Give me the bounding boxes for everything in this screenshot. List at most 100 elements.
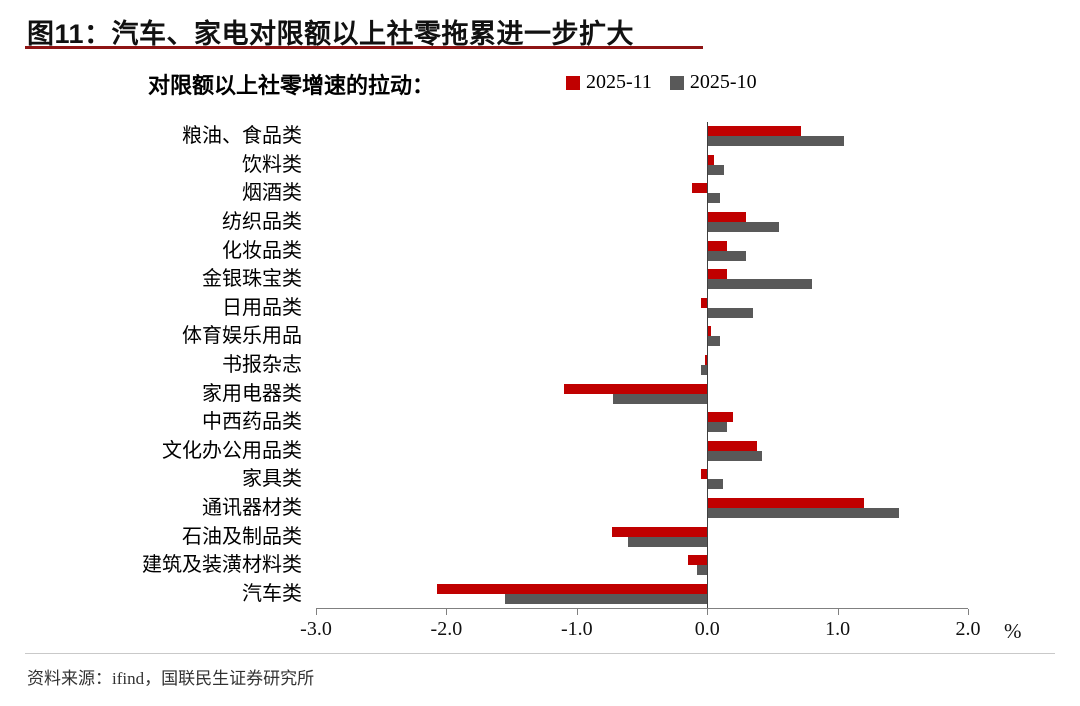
category-label: 通讯器材类 xyxy=(202,497,302,520)
x-tick-label: 0.0 xyxy=(694,618,720,640)
bar-group xyxy=(316,208,968,237)
bar-group xyxy=(316,122,968,151)
chart-row: 体育娱乐用品 xyxy=(0,322,1080,351)
bar-2025-10 xyxy=(707,279,812,290)
category-label: 建筑及装潢材料类 xyxy=(142,554,302,577)
bar-group xyxy=(316,522,968,551)
bar-group xyxy=(316,465,968,494)
bar-2025-11 xyxy=(700,297,708,308)
bar-group xyxy=(316,151,968,180)
chart-legend: 2025-11 2025-10 xyxy=(566,71,757,94)
chart-row: 书报杂志 xyxy=(0,351,1080,380)
footer-divider xyxy=(25,653,1055,654)
bar-2025-11 xyxy=(700,469,708,480)
bar-group xyxy=(316,580,968,609)
bar-group xyxy=(316,322,968,351)
bar-group xyxy=(316,179,968,208)
chart-row: 饮料类 xyxy=(0,151,1080,180)
x-axis-line xyxy=(316,608,968,609)
bar-2025-10 xyxy=(707,508,899,519)
bar-2025-10 xyxy=(707,164,725,175)
bar-2025-10 xyxy=(707,222,779,233)
bar-2025-10 xyxy=(505,593,708,604)
bar-2025-10 xyxy=(707,479,723,490)
category-label: 粮油、食品类 xyxy=(182,125,302,148)
x-tick-mark xyxy=(968,609,969,615)
bar-group xyxy=(316,265,968,294)
bar-2025-11 xyxy=(707,269,727,280)
category-label: 日用品类 xyxy=(222,296,302,319)
bar-2025-10 xyxy=(707,193,721,204)
category-label: 纺织品类 xyxy=(222,211,302,234)
bar-2025-11 xyxy=(707,412,734,423)
bar-group xyxy=(316,351,968,380)
x-tick-mark xyxy=(707,609,709,615)
category-label: 体育娱乐用品 xyxy=(182,325,302,348)
bar-2025-11 xyxy=(707,326,712,337)
bar-2025-11 xyxy=(707,212,747,223)
category-label: 化妆品类 xyxy=(222,239,302,262)
category-label: 中西药品类 xyxy=(202,411,302,434)
x-tick-label: -3.0 xyxy=(300,618,332,640)
category-label: 文化办公用品类 xyxy=(162,439,302,462)
legend-item: 2025-11 xyxy=(566,71,652,94)
category-label: 家用电器类 xyxy=(202,382,302,405)
chart-row: 纺织品类 xyxy=(0,208,1080,237)
bar-group xyxy=(316,408,968,437)
bar-2025-10 xyxy=(707,422,727,433)
bar-2025-10 xyxy=(627,536,708,547)
bar-2025-10 xyxy=(707,450,762,461)
x-tick-label: 2.0 xyxy=(955,618,981,640)
page-title: 图11：汽车、家电对限额以上社零拖累进一步扩大 xyxy=(27,19,635,49)
chart-row: 通讯器材类 xyxy=(0,494,1080,523)
bar-2025-10 xyxy=(707,250,747,261)
x-tick-label: -1.0 xyxy=(560,618,593,640)
x-tick-label: -2.0 xyxy=(430,618,463,640)
x-tick-label: 1.0 xyxy=(825,618,851,640)
category-label: 金银珠宝类 xyxy=(202,268,302,291)
x-tick-mark xyxy=(316,609,317,615)
legend-item: 2025-10 xyxy=(669,71,757,94)
bar-2025-11 xyxy=(612,526,708,537)
chart-row: 金银珠宝类 xyxy=(0,265,1080,294)
chart-row: 粮油、食品类 xyxy=(0,122,1080,151)
chart-row: 文化办公用品类 xyxy=(0,437,1080,466)
bar-2025-10 xyxy=(696,565,708,576)
bar-group xyxy=(316,294,968,323)
category-label: 家具类 xyxy=(242,468,302,491)
legend-swatch-icon xyxy=(566,75,580,90)
chart-row: 汽车类 xyxy=(0,580,1080,609)
legend-swatch-icon xyxy=(669,75,684,90)
bar-group xyxy=(316,494,968,523)
chart-row: 家用电器类 xyxy=(0,379,1080,408)
bar-2025-11 xyxy=(704,355,708,366)
zero-axis-line xyxy=(707,122,708,609)
chart-row: 石油及制品类 xyxy=(0,522,1080,551)
chart-row: 烟酒类 xyxy=(0,179,1080,208)
bar-2025-10 xyxy=(707,336,721,347)
source-text: 资料来源：ifind，国联民生证券研究所 xyxy=(27,669,315,688)
bar-2025-11 xyxy=(707,240,727,251)
chart-row: 化妆品类 xyxy=(0,236,1080,265)
bar-2025-11 xyxy=(691,183,708,194)
chart-row: 中西药品类 xyxy=(0,408,1080,437)
category-label: 石油及制品类 xyxy=(182,525,302,548)
bar-2025-11 xyxy=(707,154,714,165)
bar-chart: 粮油、食品类饮料类烟酒类纺织品类化妆品类金银珠宝类日用品类体育娱乐用品书报杂志家… xyxy=(0,122,1080,652)
bar-2025-10 xyxy=(700,365,708,376)
category-label: 饮料类 xyxy=(242,153,302,176)
bar-group xyxy=(316,551,968,580)
category-label: 汽车类 xyxy=(242,582,302,605)
title-underline xyxy=(25,46,703,49)
bar-group xyxy=(316,437,968,466)
chart-rows: 粮油、食品类饮料类烟酒类纺织品类化妆品类金银珠宝类日用品类体育娱乐用品书报杂志家… xyxy=(0,122,1080,608)
chart-subtitle: 对限额以上社零增速的拉动： xyxy=(148,73,435,98)
bar-2025-10 xyxy=(707,136,845,147)
category-label: 书报杂志 xyxy=(222,354,302,377)
bar-2025-11 xyxy=(707,126,802,137)
unit-label: % xyxy=(1004,619,1022,643)
legend-label: 2025-10 xyxy=(689,71,757,93)
bar-2025-11 xyxy=(437,583,708,594)
bar-2025-10 xyxy=(613,393,708,404)
bar-2025-11 xyxy=(707,440,757,451)
